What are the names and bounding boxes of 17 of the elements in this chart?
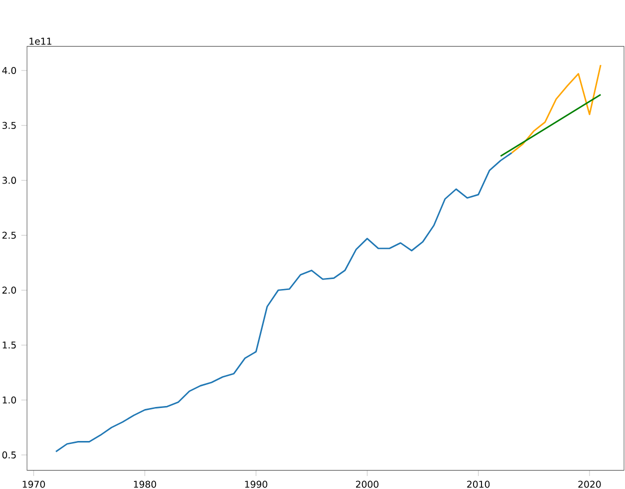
y-tick-label: 3.5 [2, 122, 16, 129]
text: 1e11 [30, 38, 52, 45]
y-tick-label: 1.5 [2, 342, 16, 349]
x-tick-label: 1990 [245, 480, 268, 488]
y-tick-label: 3.0 [2, 176, 16, 184]
y-tick-label: 0.5 [2, 451, 16, 458]
y-tick-label: 4.0 [2, 66, 16, 74]
y-tick-label: 2.5 [2, 232, 16, 239]
y-tick-label: 2.0 [2, 286, 16, 294]
x-tick-label: 2010 [467, 480, 490, 488]
line-series [510, 64, 602, 154]
y-tick-label: 1.0 [2, 396, 16, 404]
x-tick-label: 1970 [22, 480, 45, 488]
line-series [55, 152, 512, 452]
x-tick-label: 1980 [134, 480, 156, 488]
x-tick-label: 2000 [356, 480, 378, 488]
x-tick-label: 2020 [578, 480, 601, 488]
